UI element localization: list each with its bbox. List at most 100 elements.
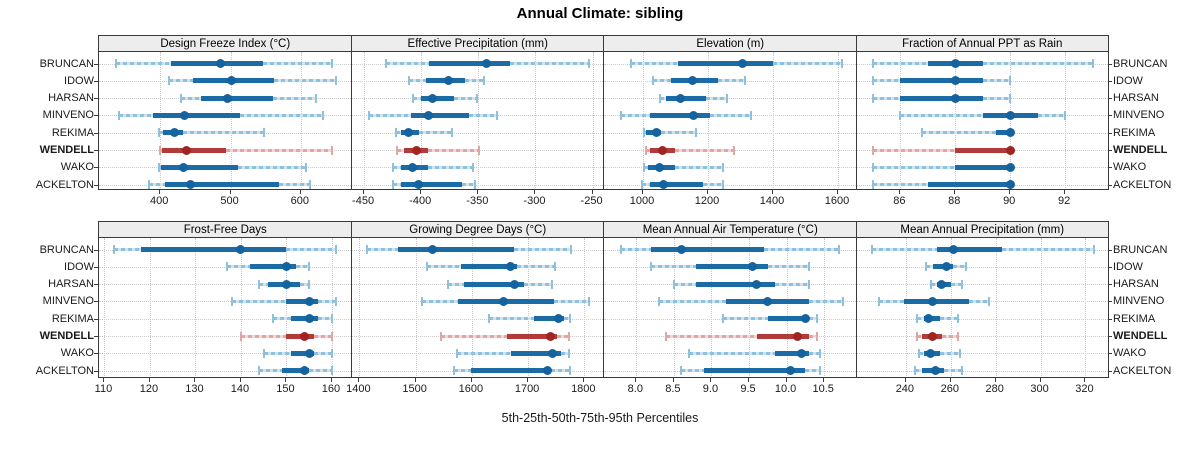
whisker-cap-95th — [553, 262, 556, 272]
interquartile-bar — [767, 316, 810, 322]
whisker-cap-95th — [471, 162, 474, 172]
x-axis-tick-label: 400 — [150, 195, 169, 207]
median-dot — [169, 128, 179, 138]
median-dot — [444, 76, 454, 86]
station-label-right: HARSAN — [1113, 92, 1159, 105]
x-axis-tick — [477, 190, 479, 194]
whisker-cap-5th — [687, 348, 690, 358]
row-guide-line — [99, 353, 351, 355]
station-label-left: BRUNCAN — [39, 57, 94, 70]
x-axis-tick-label: 9.5 — [740, 383, 756, 395]
interquartile-bar — [756, 333, 810, 339]
gridline-vertical — [772, 52, 774, 188]
whisker-cap-95th — [476, 93, 479, 103]
gridline-vertical — [195, 238, 197, 376]
row-guide-line — [351, 184, 603, 186]
whisker-cap-95th — [815, 314, 818, 324]
median-dot — [545, 331, 555, 341]
row-guide-line — [604, 132, 856, 134]
x-axis-tick — [194, 378, 196, 382]
whisker-cap-5th — [916, 314, 919, 324]
panel-strip: Growing Degree Days (°C) — [350, 221, 604, 238]
whisker-cap-95th — [308, 279, 311, 289]
gridline-vertical — [230, 52, 232, 188]
whisker-cap-95th — [263, 128, 266, 138]
whisker-high — [272, 96, 316, 100]
row-guide-line — [351, 132, 603, 134]
whisker-cap-95th — [956, 331, 959, 341]
whisker-high — [674, 148, 734, 152]
interquartile-bar — [286, 333, 314, 339]
whisker-cap-5th — [396, 145, 399, 155]
median-dot — [658, 180, 668, 190]
whisker-cap-95th — [695, 128, 698, 138]
interquartile-bar — [696, 281, 776, 287]
x-axis-tick-label: -250 — [580, 195, 603, 207]
whisker-cap-95th — [815, 331, 818, 341]
row-guide-line — [604, 167, 856, 169]
whisker-low — [263, 351, 291, 355]
x-axis-tick-label: 1000 — [629, 195, 655, 207]
station-label-left: WENDELL — [39, 144, 94, 156]
whisker-low — [489, 317, 535, 321]
whisker-high — [809, 351, 821, 355]
station-label-left: ACKELTON — [35, 364, 94, 377]
row-guide-line — [351, 167, 603, 169]
whisker-low — [227, 265, 251, 269]
whisker-cap-95th — [1009, 93, 1012, 103]
panel-body — [350, 52, 604, 190]
x-axis-tick-label: 86 — [893, 195, 906, 207]
whisker-low — [872, 248, 938, 251]
whisker-high — [237, 165, 307, 169]
y-axis-tick — [1108, 318, 1112, 320]
whisker-low — [454, 369, 471, 373]
y-axis-tick — [94, 150, 98, 151]
whisker-high — [941, 334, 958, 338]
x-axis-tick — [1084, 378, 1086, 382]
whisker-cap-5th — [262, 348, 265, 358]
median-dot — [926, 348, 936, 358]
row-guide-line — [351, 318, 603, 320]
interquartile-bar — [955, 164, 1011, 170]
gridline-vertical — [1065, 52, 1067, 188]
x-axis-tick — [771, 190, 773, 194]
whisker-high — [295, 265, 310, 269]
whisker-high — [939, 317, 958, 321]
whisker-cap-95th — [483, 76, 486, 86]
interquartile-bar — [510, 350, 561, 356]
x-axis-tick-label: 300 — [1030, 383, 1049, 395]
x-axis-tick-label: 280 — [985, 383, 1004, 395]
whisker-low — [148, 183, 166, 187]
interquartile-bar — [703, 368, 806, 374]
whisker-cap-5th — [620, 245, 623, 254]
y-axis-tick — [1108, 132, 1112, 134]
x-axis-tick-label: 600 — [290, 195, 310, 207]
whisker-cap-5th — [721, 314, 724, 324]
whisker-high — [514, 248, 571, 251]
row-guide-line — [856, 284, 1108, 286]
row-guide-line — [856, 336, 1108, 337]
whisker-high — [968, 299, 989, 303]
interquartile-bar — [165, 182, 280, 188]
whisker-low — [620, 113, 650, 117]
x-axis-tick-label: 1200 — [694, 195, 720, 207]
whisker-low — [621, 248, 652, 251]
station-label-left: WAKO — [60, 347, 94, 360]
whisker-low — [408, 79, 426, 83]
x-axis-tick — [1039, 378, 1041, 382]
whisker-high — [809, 299, 843, 303]
whisker-cap-5th — [258, 279, 261, 289]
median-dot — [675, 93, 685, 103]
y-axis-tick — [94, 318, 98, 320]
whisker-low — [231, 299, 287, 303]
interquartile-bar — [927, 182, 1011, 188]
y-axis-tick — [94, 132, 98, 134]
whisker-cap-5th — [871, 180, 874, 190]
x-axis-tick-label: 8.5 — [665, 383, 681, 395]
whisker-low — [427, 265, 461, 269]
station-label-right: ACKELTON — [1113, 178, 1172, 191]
station-label-right: BRUNCAN — [1113, 243, 1168, 256]
median-dot — [185, 180, 195, 190]
whisker-cap-5th — [642, 162, 645, 172]
x-axis-tick-label: -450 — [352, 195, 375, 207]
